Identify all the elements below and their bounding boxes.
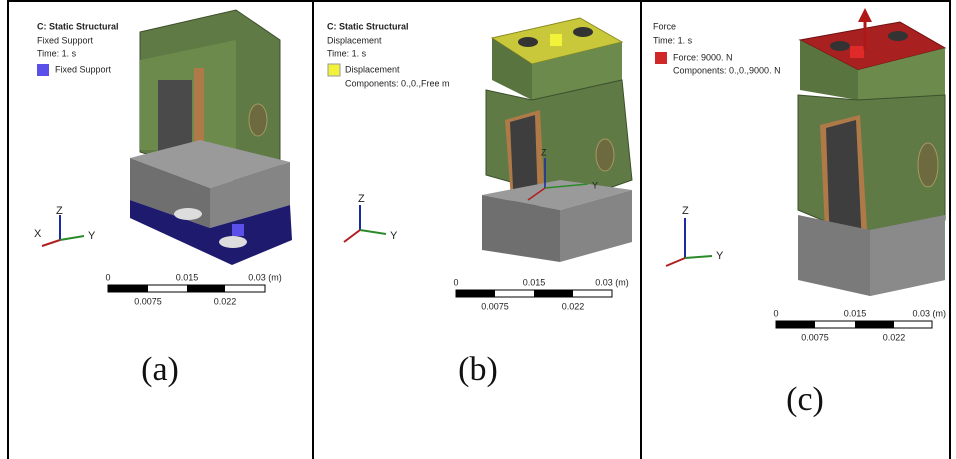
axis-label: Y <box>88 230 96 242</box>
axis-label: Y <box>592 180 598 190</box>
model <box>232 224 244 236</box>
header: C: Static Structural <box>327 21 409 31</box>
header: Force <box>653 21 676 31</box>
scale-label: 0.022 <box>562 301 585 311</box>
scale-label: 0.0075 <box>134 296 162 306</box>
header: C: Static Structural <box>37 21 119 31</box>
model <box>550 34 562 46</box>
axis-label: Z <box>358 193 365 205</box>
figure: C: Static Structural Fixed Support Time:… <box>0 0 956 459</box>
scale-bar <box>187 285 225 292</box>
legend-swatch <box>37 64 49 76</box>
scale-bar <box>855 321 894 328</box>
axis-label: Y <box>390 230 398 242</box>
scale-label: 0.03 (m) <box>595 277 629 287</box>
scale-bar <box>776 321 815 328</box>
caption: (a) <box>141 351 179 388</box>
scale-label: 0.0075 <box>801 332 829 342</box>
model <box>174 208 202 220</box>
model <box>518 37 538 47</box>
time: Time: 1. s <box>37 48 77 58</box>
scale-label: 0 <box>773 308 778 318</box>
model <box>596 139 614 171</box>
legend-swatch <box>328 64 340 76</box>
legend: Displacement <box>345 64 400 74</box>
model <box>850 46 864 58</box>
scale-label: 0.022 <box>883 332 906 342</box>
scale-bar <box>534 290 573 297</box>
model <box>194 68 204 148</box>
scale-label: 0.015 <box>176 272 199 282</box>
scale-bar <box>108 285 148 292</box>
scale-label: 0 <box>105 272 110 282</box>
scale-label: 0.03 (m) <box>248 272 282 282</box>
label: Fixed Support <box>37 35 94 45</box>
axis-label: Z <box>541 147 547 157</box>
axis-label: Y <box>716 250 724 262</box>
model <box>888 31 908 41</box>
scale-label: 0.015 <box>523 277 546 287</box>
axis-label: Z <box>682 205 689 217</box>
legend: Force: 9000. N <box>673 52 733 62</box>
axis-label: Z <box>56 205 63 217</box>
time: Time: 1. s <box>327 48 367 58</box>
time: Time: 1. s <box>653 35 693 45</box>
model <box>249 104 267 136</box>
scale-label: 0.022 <box>214 296 237 306</box>
components: Components: 0.,0.,9000. N <box>673 65 781 75</box>
axis-label: X <box>34 228 42 240</box>
scale-label: 0.015 <box>844 308 867 318</box>
caption: (c) <box>786 381 824 418</box>
scale-label: 0.03 (m) <box>912 308 946 318</box>
model <box>573 27 593 37</box>
scale-label: 0.0075 <box>481 301 509 311</box>
legend: Fixed Support <box>55 64 112 74</box>
model <box>918 143 938 187</box>
scale-bar <box>456 290 495 297</box>
model <box>830 41 850 51</box>
label: Displacement <box>327 35 382 45</box>
scale-label: 0 <box>453 277 458 287</box>
components: Components: 0.,0.,Free m <box>345 78 450 88</box>
model <box>219 236 247 248</box>
caption: (b) <box>458 351 498 388</box>
legend-swatch <box>655 52 667 64</box>
